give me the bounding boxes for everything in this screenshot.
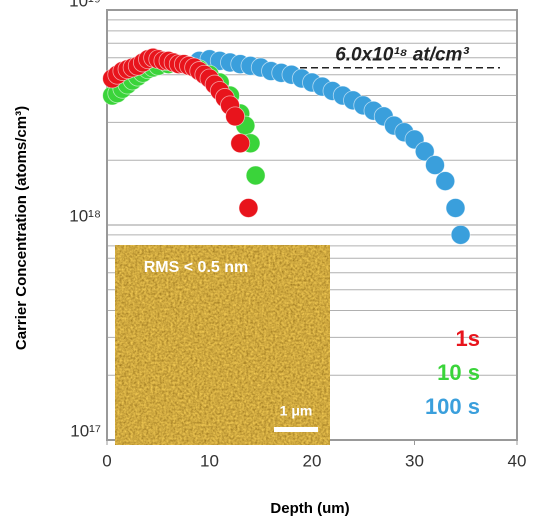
x-tick-label: 20 bbox=[303, 451, 322, 470]
data-point bbox=[231, 134, 250, 153]
y-tick-label: 10¹⁹ bbox=[69, 0, 101, 10]
x-tick-label: 30 bbox=[405, 451, 424, 470]
x-tick-label: 40 bbox=[508, 451, 527, 470]
data-point bbox=[426, 156, 445, 175]
data-point bbox=[226, 107, 245, 126]
chart: Depth (um) Carrier Concentration (atoms/… bbox=[0, 0, 537, 529]
data-point bbox=[246, 166, 265, 185]
x-axis-label: Depth (um) bbox=[270, 500, 349, 517]
inset-text: RMS < 0.5 nm bbox=[144, 259, 248, 276]
y-tick-label: 10¹⁷ bbox=[70, 421, 101, 440]
scale-label: 1 μm bbox=[280, 403, 313, 419]
x-tick-label: 10 bbox=[200, 451, 219, 470]
y-axis-label: Carrier Concentration (atoms/cm³) bbox=[13, 106, 30, 350]
scale-bar bbox=[274, 427, 318, 432]
annotation-text: 6.0x10¹⁸ at/cm³ bbox=[335, 45, 469, 66]
legend-label: 10 s bbox=[437, 360, 480, 385]
data-point bbox=[239, 198, 258, 217]
x-tick-label: 0 bbox=[102, 451, 111, 470]
legend-label: 100 s bbox=[425, 394, 480, 419]
legend-label: 1s bbox=[456, 326, 480, 351]
data-point bbox=[436, 172, 455, 191]
data-point bbox=[451, 225, 470, 244]
data-point bbox=[446, 198, 465, 217]
y-tick-label: 10¹⁸ bbox=[69, 206, 101, 225]
